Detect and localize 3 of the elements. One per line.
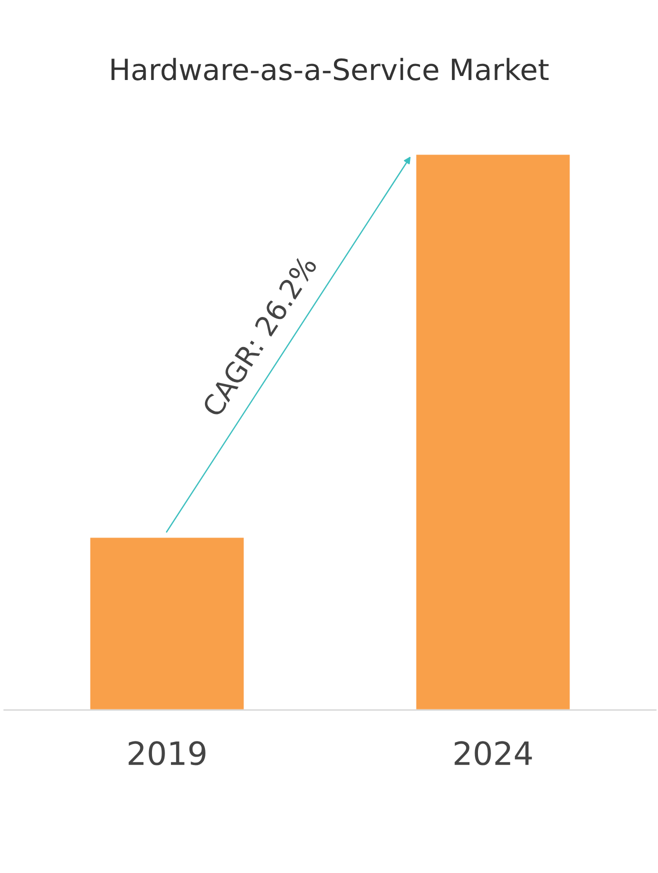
- chart-title: Hardware-as-a-Service Market: [112, 58, 549, 80]
- x-tick-label: 2024: [454, 741, 532, 766]
- x-tick-label: 2019: [128, 741, 206, 766]
